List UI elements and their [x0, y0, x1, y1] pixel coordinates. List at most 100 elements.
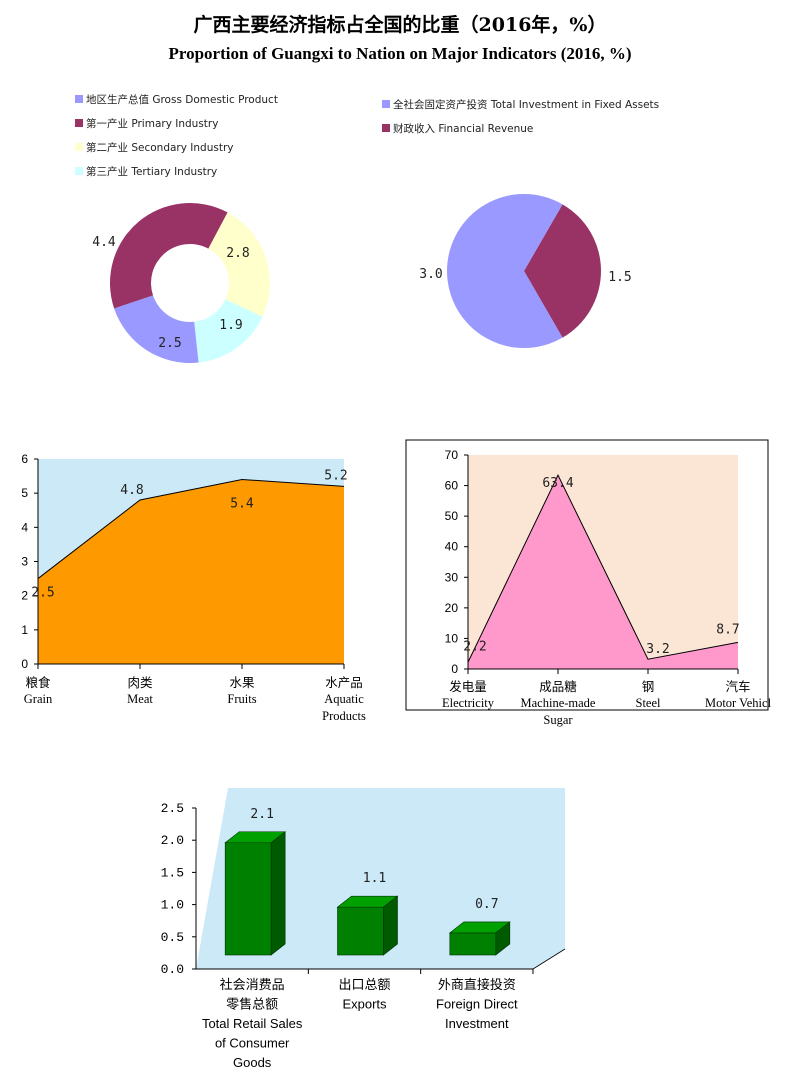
industry-y-tick-label-6: 60	[445, 479, 459, 493]
industry-y-tick-label-3: 30	[445, 570, 459, 584]
bars-category-line-0-4: Goods	[233, 1055, 272, 1070]
industry-data-label-1: 63.4	[542, 476, 573, 491]
agri-y-tick-label-3: 3	[21, 555, 28, 569]
industry-y-tick-label-0: 0	[451, 662, 458, 676]
donut-legend-label-1: 第一产业 Primary Industry	[86, 117, 218, 130]
bar-side-1	[383, 895, 398, 956]
donut-slice-0	[114, 295, 199, 363]
agri-area-fill	[38, 479, 344, 664]
pie-legend-label-1: 财政收入 Financial Revenue	[393, 122, 533, 135]
industry-category-cn-0: 发电量	[449, 679, 487, 694]
bars-category-line-0-3: of Consumer	[215, 1036, 290, 1051]
bar-side-0	[270, 831, 286, 956]
donut-slice-2	[208, 212, 270, 317]
bar-front-0	[224, 842, 272, 956]
pie-data-label-0: 3.0	[419, 267, 442, 282]
industry-y-tick-label-7: 70	[445, 448, 459, 462]
donut-data-label-3: 1.9	[219, 318, 242, 333]
bars-category-line-0-2: Total Retail Sales	[202, 1016, 303, 1031]
bars-category-line-1-1: Exports	[342, 997, 387, 1012]
industry-category-en-0-0: Electricity	[442, 696, 495, 710]
donut-slice-1	[110, 202, 228, 309]
agri-category-label-0: 粮食 Grain	[24, 675, 53, 706]
industry-category-en-3-0: Motor Vehicl	[705, 696, 772, 710]
agri-data-label-3: 5.2	[324, 468, 347, 483]
pie-legend-marker-0	[382, 100, 390, 108]
industry-data-label-2: 3.2	[646, 642, 669, 657]
donut-legend-marker-0	[75, 95, 83, 103]
industry-category-label-0: 发电量 Electricity	[442, 679, 495, 710]
agri-y-tick-label-0: 0	[21, 657, 28, 671]
industry-area-fill	[468, 475, 738, 669]
bars-y-tick-label-0: 0.0	[161, 962, 184, 977]
industry-category-en-1-1: Sugar	[543, 713, 573, 727]
agri-category-cn-1: 肉类	[127, 675, 153, 690]
industry-y-tick-label-2: 20	[445, 601, 459, 615]
agri-category-en-1-0: Meat	[127, 692, 153, 706]
industry-category-cn-3: 汽车	[725, 679, 750, 694]
bars-category-line-0-0: 社会消费品	[220, 977, 285, 992]
agri-data-label-2: 5.4	[230, 497, 254, 512]
bars-y-tick-label-3: 1.5	[161, 865, 184, 880]
industry-category-label-1: 成品糖 Machine-made Sugar	[521, 679, 596, 727]
donut-data-label-2: 2.8	[226, 246, 249, 261]
industry-y-tick-label-1: 10	[445, 631, 459, 645]
bars-category-line-0-1: 零售总额	[226, 997, 278, 1012]
bar-front-2	[449, 932, 497, 956]
bars-y-tick-label-5: 2.5	[161, 801, 184, 816]
donut-legend-marker-1	[75, 119, 83, 127]
bar-data-label-2: 0.7	[475, 897, 498, 912]
bars-category-label-2: 外商直接投资 Foreign Direct Investment	[436, 977, 518, 1031]
agri-category-en-3-1: Products	[322, 709, 366, 723]
industry-y-tick-label-5: 50	[445, 509, 459, 523]
chart-title-english: Proportion of Guangxi to Nation on Major…	[168, 44, 632, 63]
donut-slice-3	[194, 299, 263, 363]
bar-side-2	[495, 921, 511, 956]
industry-data-label-3: 8.7	[716, 622, 739, 637]
agri-data-label-0: 2.5	[31, 586, 54, 601]
agri-y-tick-label-6: 6	[21, 452, 28, 466]
industry-category-label-2: 钢 Steel	[636, 679, 662, 710]
agri-y-tick-label-1: 1	[21, 623, 28, 637]
agri-y-tick-label-5: 5	[21, 486, 28, 500]
agri-area-line	[37, 478, 345, 579]
industry-y-tick-label-4: 40	[445, 540, 459, 554]
industry-category-en-1-0: Machine-made	[521, 696, 596, 710]
bars-category-line-1-0: 出口总额	[338, 977, 390, 992]
bars-category-line-2-0: 外商直接投资	[438, 977, 516, 992]
agri-category-en-2-0: Fruits	[227, 692, 256, 706]
bars-category-line-2-1: Foreign Direct	[436, 997, 518, 1012]
bar-data-label-1: 1.1	[363, 871, 386, 886]
bars-y-tick-label-1: 0.5	[161, 930, 184, 945]
chart-title-chinese: 广西主要经济指标占全国的比重（2016年，%）	[193, 14, 607, 36]
bar-data-label-0: 2.1	[250, 807, 273, 822]
agri-category-cn-0: 粮食	[25, 675, 51, 690]
bars-y-tick-label-2: 1.0	[161, 898, 184, 913]
agri-y-tick-label-2: 2	[21, 589, 28, 603]
donut-legend-label-3: 第三产业 Tertiary Industry	[86, 165, 217, 178]
donut-legend-label-0: 地区生产总值 Gross Domestic Product	[86, 93, 278, 106]
agri-category-label-2: 水果 Fruits	[227, 675, 256, 706]
pie-legend-marker-1	[382, 124, 390, 132]
donut-data-label-0: 2.5	[158, 336, 181, 351]
agri-y-tick-label-4: 4	[21, 520, 28, 534]
bar-front-1	[337, 906, 384, 956]
pie-legend-label-0: 全社会固定资产投资 Total Investment in Fixed Asse…	[393, 98, 659, 111]
agri-category-en-3-0: Aquatic	[324, 692, 364, 706]
agri-category-cn-3: 水产品	[325, 675, 363, 690]
donut-legend-label-2: 第二产业 Secondary Industry	[86, 141, 233, 154]
bars-y-tick-label-4: 2.0	[161, 833, 184, 848]
industry-category-label-3: 汽车 Motor Vehicl	[705, 679, 772, 710]
pie-slice-0	[447, 194, 563, 349]
industry-category-cn-1: 成品糖	[539, 679, 577, 694]
bars-floor-edge	[532, 948, 566, 970]
donut-legend-marker-2	[75, 143, 83, 151]
industry-data-label-0: 2.2	[463, 639, 486, 654]
bars-category-label-1: 出口总额 Exports	[338, 977, 390, 1012]
donut-legend-marker-3	[75, 167, 83, 175]
industry-category-en-2-0: Steel	[636, 696, 662, 710]
agri-category-label-3: 水产品 Aquatic Products	[322, 675, 366, 723]
